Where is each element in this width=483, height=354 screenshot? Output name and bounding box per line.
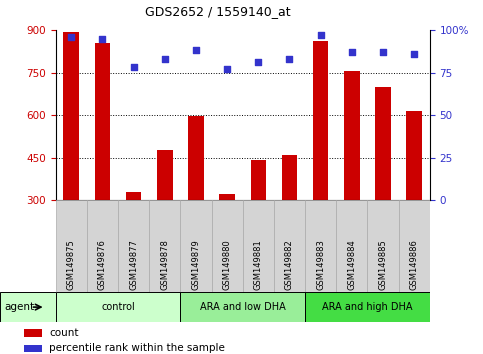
Bar <box>24 329 42 337</box>
Text: GSM149881: GSM149881 <box>254 239 263 290</box>
Point <box>285 56 293 62</box>
Bar <box>24 345 42 353</box>
Bar <box>149 200 180 292</box>
Text: GSM149879: GSM149879 <box>191 239 200 290</box>
Text: ARA and high DHA: ARA and high DHA <box>322 302 413 312</box>
Point <box>379 49 387 55</box>
Bar <box>344 71 360 200</box>
Text: GSM149885: GSM149885 <box>379 239 387 290</box>
Bar <box>305 200 336 292</box>
Bar <box>126 192 142 200</box>
Bar <box>219 194 235 200</box>
Bar <box>157 150 172 200</box>
Bar <box>305 292 430 322</box>
Text: GSM149875: GSM149875 <box>67 239 76 290</box>
Bar <box>56 292 180 322</box>
Text: GSM149880: GSM149880 <box>223 239 232 290</box>
Point <box>192 48 200 53</box>
Bar <box>95 43 110 200</box>
Text: percentile rank within the sample: percentile rank within the sample <box>49 343 225 353</box>
Text: control: control <box>101 302 135 312</box>
Point <box>223 66 231 72</box>
Bar <box>398 200 430 292</box>
Bar <box>63 32 79 200</box>
Bar <box>282 155 298 200</box>
Text: GDS2652 / 1559140_at: GDS2652 / 1559140_at <box>144 5 290 18</box>
Bar <box>336 200 368 292</box>
Point <box>255 59 262 65</box>
Bar <box>118 200 149 292</box>
Bar <box>375 87 391 200</box>
Text: count: count <box>49 328 79 338</box>
Text: GSM149884: GSM149884 <box>347 239 356 290</box>
Bar <box>188 116 204 200</box>
Bar <box>56 200 87 292</box>
Bar <box>180 292 305 322</box>
Bar <box>313 41 328 200</box>
Bar <box>407 111 422 200</box>
Text: GSM149882: GSM149882 <box>285 239 294 290</box>
Point <box>161 56 169 62</box>
Bar <box>251 160 266 200</box>
Text: GSM149877: GSM149877 <box>129 239 138 290</box>
Text: GSM149876: GSM149876 <box>98 239 107 290</box>
Bar <box>274 200 305 292</box>
Bar <box>368 200 398 292</box>
Point <box>99 36 106 41</box>
Point <box>317 32 325 38</box>
Bar <box>180 200 212 292</box>
Point <box>129 65 137 70</box>
Bar <box>212 200 242 292</box>
Text: agent: agent <box>4 302 35 312</box>
Point <box>411 51 418 57</box>
Point <box>67 34 75 40</box>
Text: GSM149883: GSM149883 <box>316 239 325 290</box>
Bar <box>87 200 118 292</box>
Text: ARA and low DHA: ARA and low DHA <box>200 302 285 312</box>
Text: GSM149886: GSM149886 <box>410 239 419 290</box>
Point <box>348 49 356 55</box>
Bar <box>242 200 274 292</box>
Text: GSM149878: GSM149878 <box>160 239 169 290</box>
